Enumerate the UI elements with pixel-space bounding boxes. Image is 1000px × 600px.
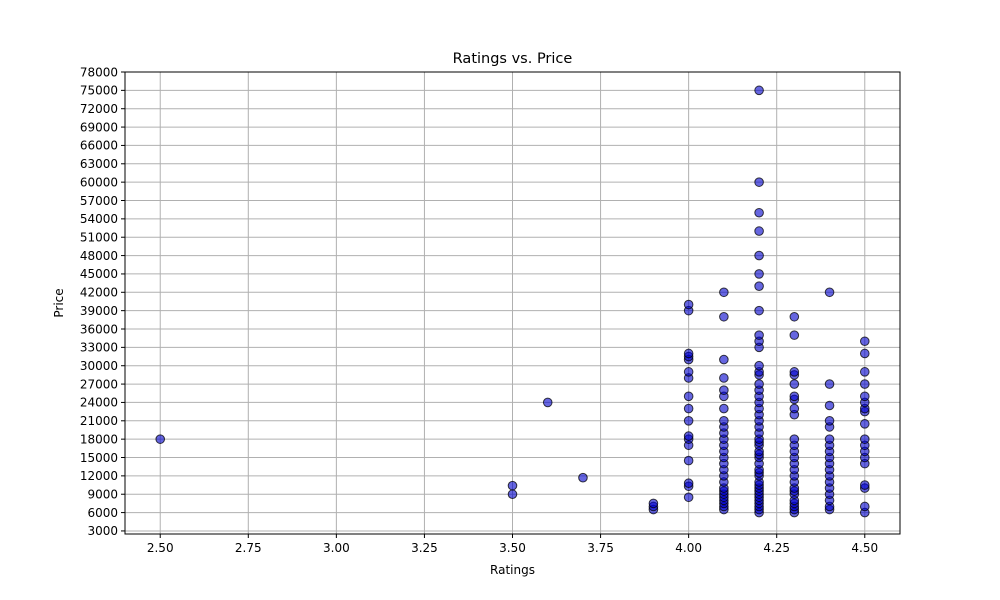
data-point — [859, 391, 870, 402]
y-tick-label: 39000 — [80, 304, 118, 318]
chart-title: Ratings vs. Price — [453, 51, 573, 67]
data-point — [683, 391, 694, 402]
y-tick-label: 51000 — [80, 231, 118, 245]
data-point — [824, 287, 835, 298]
data-point — [859, 379, 870, 389]
y-tick-label: 57000 — [80, 194, 118, 208]
y-tick-label: 15000 — [80, 451, 118, 465]
y-tick-label: 27000 — [80, 377, 118, 391]
data-point — [155, 434, 166, 444]
data-point — [719, 287, 729, 298]
data-point — [789, 391, 800, 402]
y-tick-label: 36000 — [80, 322, 118, 336]
x-tick-label: 2.75 — [235, 541, 262, 555]
data-point — [719, 373, 729, 383]
data-point — [789, 367, 800, 377]
data-point — [507, 480, 518, 491]
data-point — [683, 478, 694, 489]
y-tick-label: 18000 — [80, 432, 118, 446]
y-tick-label: 60000 — [80, 175, 118, 189]
data-point — [754, 305, 764, 316]
data-point — [719, 415, 729, 426]
x-tick-label: 3.50 — [499, 541, 526, 555]
x-axis-title: Ratings — [490, 563, 535, 577]
data-point — [719, 385, 729, 395]
data-point — [754, 281, 764, 291]
data-point — [719, 403, 729, 414]
data-point — [824, 434, 835, 444]
data-point — [683, 492, 694, 503]
data-point — [578, 472, 588, 483]
x-tick-label: 3.25 — [411, 541, 438, 555]
data-point — [859, 501, 870, 512]
y-tick-label: 48000 — [80, 249, 118, 263]
data-point — [754, 269, 764, 279]
x-tick-label: 4.50 — [851, 541, 878, 555]
data-point — [754, 250, 764, 261]
data-point — [719, 311, 729, 322]
y-tick-label: 63000 — [80, 157, 118, 171]
data-point — [859, 336, 870, 347]
y-tick-label: 72000 — [80, 102, 118, 116]
data-point — [754, 360, 764, 371]
data-point — [859, 367, 870, 377]
data-point — [824, 415, 835, 426]
y-tick-label: 45000 — [80, 267, 118, 281]
data-point — [789, 379, 800, 389]
y-tick-label: 33000 — [80, 341, 118, 355]
data-point — [683, 431, 694, 441]
data-point — [754, 379, 764, 389]
data-point — [648, 498, 659, 509]
x-tick-label: 2.50 — [147, 541, 174, 555]
data-point — [683, 348, 694, 359]
data-point — [683, 403, 694, 414]
y-tick-label: 21000 — [80, 414, 118, 428]
data-point — [507, 489, 518, 500]
y-axis-title: Price — [52, 288, 66, 317]
y-tick-label: 42000 — [80, 286, 118, 300]
data-point — [754, 330, 764, 340]
y-tick-label: 12000 — [80, 469, 118, 483]
y-tick-label: 69000 — [80, 120, 118, 134]
data-point — [789, 311, 800, 322]
y-axis-ticks: 3000 6000 9000 12000 15000 18000 21000 24000 270… — [80, 65, 125, 538]
data-point — [683, 367, 694, 377]
x-tick-label: 3.00 — [323, 541, 350, 555]
y-tick-label: 3000 — [87, 524, 118, 538]
data-point — [683, 415, 694, 426]
y-tick-label: 24000 — [80, 396, 118, 410]
grid-lines — [125, 71, 900, 534]
data-point — [683, 299, 694, 310]
y-tick-label: 75000 — [80, 84, 118, 98]
data-point — [859, 419, 870, 429]
data-point — [859, 434, 870, 444]
data-point — [789, 403, 800, 414]
x-tick-label: 4.00 — [675, 541, 702, 555]
y-tick-label: 6000 — [87, 506, 118, 520]
y-tick-label: 30000 — [80, 359, 118, 373]
y-tick-label: 78000 — [80, 65, 118, 79]
x-axis-ticks: 2.50 2.75 3.00 3.25 3.50 3.75 4.00 4.25 4.50 — [147, 534, 878, 555]
data-point — [542, 397, 553, 408]
data-point — [754, 207, 764, 218]
data-point — [859, 480, 870, 490]
data-point — [859, 348, 870, 359]
data-point — [789, 434, 800, 444]
data-point — [754, 226, 764, 236]
data-point — [719, 354, 729, 365]
data-point — [754, 177, 764, 187]
y-tick-label: 54000 — [80, 212, 118, 226]
data-point — [754, 85, 764, 96]
data-point — [683, 455, 694, 466]
x-tick-label: 4.25 — [763, 541, 790, 555]
data-point — [824, 379, 835, 389]
data-point — [789, 330, 800, 340]
y-tick-label: 66000 — [80, 139, 118, 153]
y-tick-label: 9000 — [87, 488, 118, 502]
data-points — [155, 85, 870, 518]
x-tick-label: 3.75 — [587, 541, 614, 555]
data-point — [824, 400, 835, 411]
